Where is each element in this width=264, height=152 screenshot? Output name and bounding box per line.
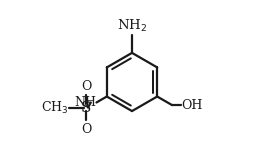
Text: CH$_3$: CH$_3$: [41, 100, 69, 116]
Text: NH$_2$: NH$_2$: [117, 18, 147, 34]
Text: O: O: [81, 123, 91, 136]
Text: NH: NH: [74, 96, 96, 109]
Text: O: O: [81, 80, 91, 93]
Text: S: S: [81, 101, 91, 115]
Text: OH: OH: [181, 99, 203, 112]
